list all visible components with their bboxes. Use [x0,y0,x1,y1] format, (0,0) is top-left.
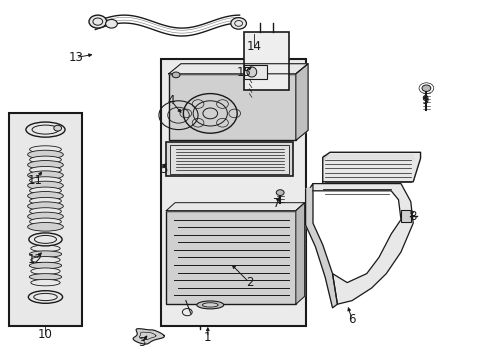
Bar [400,210,410,222]
Ellipse shape [30,187,61,194]
Text: 12: 12 [28,253,42,266]
Text: 14: 14 [246,40,261,53]
Ellipse shape [202,303,218,307]
Ellipse shape [27,202,63,211]
Ellipse shape [27,161,63,169]
Ellipse shape [30,177,61,184]
Ellipse shape [29,251,61,257]
Bar [166,142,293,176]
Ellipse shape [30,208,61,215]
Circle shape [230,18,246,29]
Ellipse shape [28,291,62,303]
Polygon shape [325,159,414,164]
Bar [244,32,288,90]
Text: 13: 13 [68,51,83,64]
Ellipse shape [27,222,63,231]
Bar [9,113,82,326]
Polygon shape [295,203,304,304]
Ellipse shape [30,166,61,174]
Ellipse shape [29,233,62,246]
Bar [244,65,266,79]
Polygon shape [168,64,307,74]
Circle shape [421,85,430,91]
Bar [170,145,289,174]
Polygon shape [325,177,414,182]
Ellipse shape [30,197,61,204]
Circle shape [203,108,217,119]
Text: 9: 9 [421,94,428,107]
Ellipse shape [30,156,61,163]
Text: 6: 6 [347,313,355,326]
Ellipse shape [26,122,65,137]
Circle shape [105,19,117,28]
Ellipse shape [30,146,61,153]
Bar [161,59,305,326]
Bar [168,74,295,140]
Polygon shape [325,156,414,160]
Polygon shape [325,173,414,177]
Polygon shape [305,184,337,308]
Text: 3: 3 [138,336,145,349]
Ellipse shape [27,150,63,159]
Ellipse shape [27,212,63,221]
Text: 4: 4 [167,94,175,107]
Ellipse shape [27,181,63,190]
Ellipse shape [30,218,61,225]
Text: 8: 8 [408,210,416,222]
Circle shape [172,72,180,78]
Bar [166,211,295,304]
Polygon shape [325,168,414,173]
Polygon shape [325,164,414,168]
Ellipse shape [29,274,61,280]
Polygon shape [322,152,420,182]
Ellipse shape [246,67,256,77]
Text: 1: 1 [203,331,211,344]
Circle shape [89,15,106,28]
Ellipse shape [27,192,63,200]
Polygon shape [133,329,164,344]
Ellipse shape [27,171,63,180]
Ellipse shape [196,301,223,309]
Ellipse shape [31,279,60,286]
Circle shape [276,190,284,195]
Text: 7: 7 [272,197,280,210]
Text: 10: 10 [38,328,52,341]
Ellipse shape [29,262,61,269]
Text: 5: 5 [160,163,167,176]
Polygon shape [322,155,412,160]
Ellipse shape [31,268,60,274]
Polygon shape [295,64,307,140]
Polygon shape [312,184,412,304]
Polygon shape [166,203,304,211]
Ellipse shape [31,245,60,252]
Text: 2: 2 [245,276,253,289]
Ellipse shape [31,257,60,263]
Circle shape [54,125,61,131]
Text: 11: 11 [28,174,42,186]
Text: 15: 15 [237,66,251,78]
